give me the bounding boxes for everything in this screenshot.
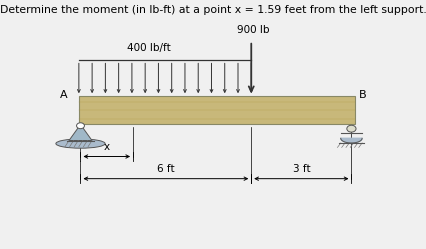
Text: 3 ft: 3 ft [292, 164, 309, 174]
Text: x: x [104, 142, 109, 152]
Text: 6 ft: 6 ft [157, 164, 174, 174]
Text: 900 lb: 900 lb [236, 25, 268, 35]
FancyBboxPatch shape [79, 96, 354, 124]
Text: B: B [358, 90, 366, 100]
Circle shape [76, 123, 84, 129]
Text: 400 lb/ft: 400 lb/ft [127, 43, 170, 53]
Circle shape [346, 125, 355, 132]
Text: A: A [60, 90, 67, 100]
Polygon shape [69, 124, 92, 140]
Ellipse shape [56, 139, 105, 148]
Polygon shape [340, 138, 361, 143]
Text: Determine the moment (in lb-ft) at a point x = 1.59 feet from the left support.: Determine the moment (in lb-ft) at a poi… [0, 5, 426, 15]
